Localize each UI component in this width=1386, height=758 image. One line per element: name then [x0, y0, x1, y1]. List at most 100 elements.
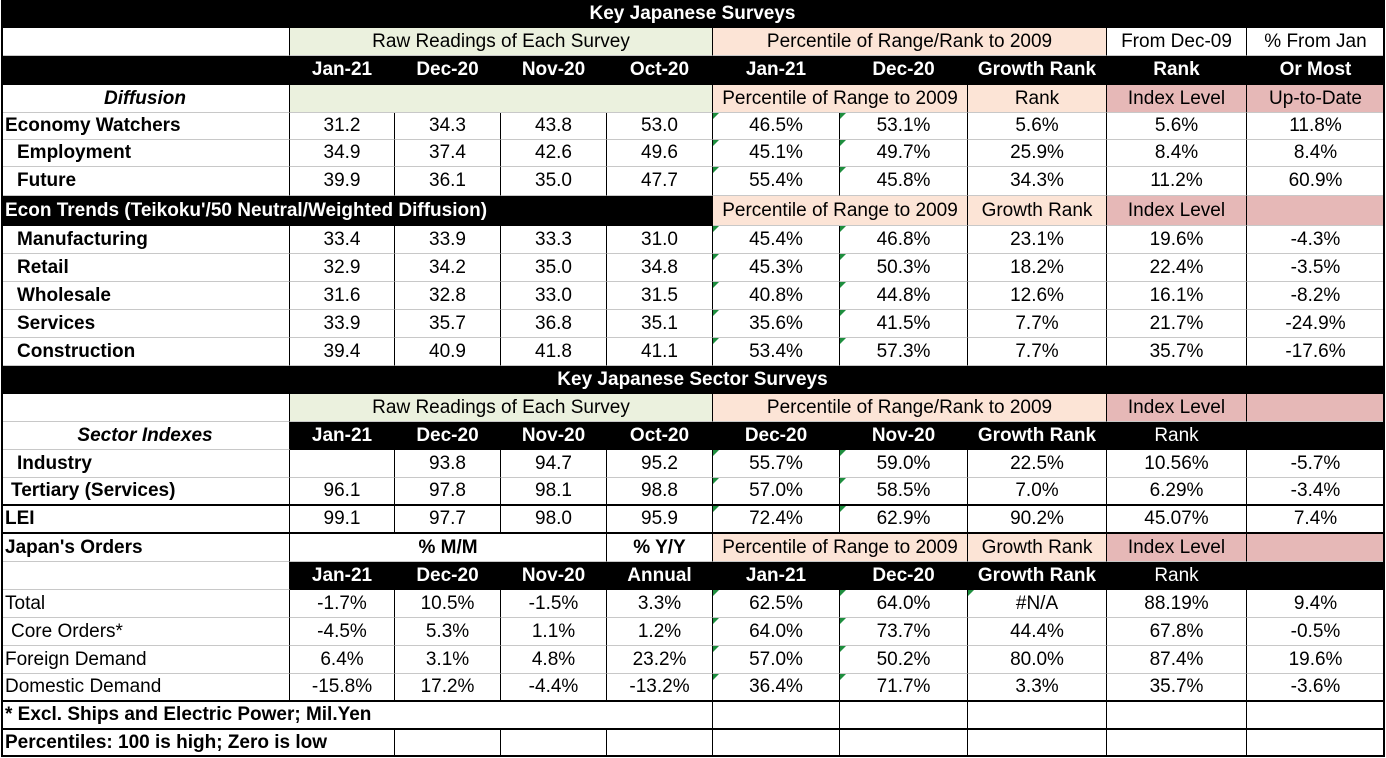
header-growth-rank: Growth Rank — [968, 196, 1107, 226]
cell: -17.6% — [1247, 338, 1385, 366]
table-row: Retail 32.9 34.2 35.0 34.8 45.3% 50.3% 1… — [1, 254, 1385, 282]
col-header-annual: Annual — [607, 562, 713, 590]
cell: 19.6% — [1247, 646, 1385, 674]
header-percentile-range: Percentile of Range to 2009 — [713, 534, 968, 562]
cell-shaded — [1247, 394, 1385, 422]
cell: 39.4 — [290, 338, 395, 366]
cell: 80.0% — [968, 646, 1107, 674]
header-rank: Rank — [968, 85, 1107, 113]
cell-blank — [713, 730, 840, 757]
cell: 6.4% — [290, 646, 395, 674]
cell-blank — [1, 562, 290, 590]
cell: -4.5% — [290, 618, 395, 646]
cell: 31.2 — [290, 113, 395, 140]
cell: 33.9 — [290, 310, 395, 338]
cell: 3.1% — [395, 646, 501, 674]
cell-blank — [713, 702, 840, 730]
cell: 49.6 — [607, 140, 713, 167]
cell-blank — [1, 394, 290, 422]
cell-blank — [501, 730, 607, 757]
col-header: Dec-20 — [713, 422, 840, 450]
cell: 10.56% — [1107, 450, 1247, 478]
header-percentile-range: Percentile of Range to 2009 — [713, 85, 968, 113]
row-label: Core Orders* — [1, 618, 290, 646]
cell: 62.5% — [713, 590, 840, 618]
cell: 47.7 — [607, 167, 713, 196]
col-header-growth-rank: Growth Rank — [968, 56, 1107, 85]
cell: 8.4% — [1247, 140, 1385, 167]
col-header: Jan-21 — [713, 562, 840, 590]
cell: 25.9% — [968, 140, 1107, 167]
cell: 4.8% — [501, 646, 607, 674]
col-header: Jan-21 — [290, 56, 395, 85]
cell: 49.7% — [840, 140, 968, 167]
row-label: Employment — [1, 140, 290, 167]
cell: 94.7 — [501, 450, 607, 478]
header-from-dec09: From Dec-09 — [1107, 28, 1247, 56]
cell-blank — [1247, 730, 1385, 757]
cell-blank — [840, 730, 968, 757]
cell: 34.3 — [395, 113, 501, 140]
table-row: Employment 34.9 37.4 42.6 49.6 45.1% 49.… — [1, 140, 1385, 167]
header-raw-readings: Raw Readings of Each Survey — [290, 394, 713, 422]
cell: 57.0% — [713, 478, 840, 506]
cell: 93.8 — [395, 450, 501, 478]
cell: 41.1 — [607, 338, 713, 366]
cell: 5.6% — [1107, 113, 1247, 140]
cell: 95.2 — [607, 450, 713, 478]
table-row: Manufacturing 33.4 33.9 33.3 31.0 45.4% … — [1, 226, 1385, 254]
col-header: Nov-20 — [840, 422, 968, 450]
cell: 57.0% — [713, 646, 840, 674]
col-header: Dec-20 — [395, 422, 501, 450]
header-percentile-rank: Percentile of Range/Rank to 2009 — [713, 394, 1107, 422]
cell: 7.4% — [1247, 506, 1385, 534]
cell: 55.4% — [713, 167, 840, 196]
cell: 45.3% — [713, 254, 840, 282]
cell: 18.2% — [968, 254, 1107, 282]
cell-blank — [840, 702, 968, 730]
col-header: Jan-21 — [290, 562, 395, 590]
cell-blank — [1247, 702, 1385, 730]
cell: 3.3% — [968, 674, 1107, 702]
cell: 6.29% — [1107, 478, 1247, 506]
col-header: Oct-20 — [607, 422, 713, 450]
table-row: Services 33.9 35.7 36.8 35.1 35.6% 41.5%… — [1, 310, 1385, 338]
cell: 34.8 — [607, 254, 713, 282]
cell: 40.9 — [395, 338, 501, 366]
header-index-level: Index Level — [1107, 196, 1247, 226]
header-index-level: Index Level — [1107, 394, 1247, 422]
cell: 21.7% — [1107, 310, 1247, 338]
table-row: LEI 99.1 97.7 98.0 95.9 72.4% 62.9% 90.2… — [1, 506, 1385, 534]
cell: 8.4% — [1107, 140, 1247, 167]
cell-shaded — [290, 85, 713, 113]
col-header: Dec-20 — [395, 562, 501, 590]
section-label-orders: Japan's Orders — [1, 534, 290, 562]
cell: 35.0 — [501, 167, 607, 196]
cell: 43.8 — [501, 113, 607, 140]
table-row: Foreign Demand 6.4% 3.1% 4.8% 23.2% 57.0… — [1, 646, 1385, 674]
cell: 17.2% — [395, 674, 501, 702]
cell: 41.8 — [501, 338, 607, 366]
section-label-econ-trends: Econ Trends (Teikoku'/50 Neutral/Weighte… — [1, 196, 713, 226]
cell: 7.7% — [968, 310, 1107, 338]
cell: 5.6% — [968, 113, 1107, 140]
cell: 34.2 — [395, 254, 501, 282]
cell: 98.8 — [607, 478, 713, 506]
cell-blank — [1247, 422, 1385, 450]
cell: 73.7% — [840, 618, 968, 646]
table-row: Core Orders* -4.5% 5.3% 1.1% 1.2% 64.0% … — [1, 618, 1385, 646]
cell: 33.0 — [501, 282, 607, 310]
cell: 44.8% — [840, 282, 968, 310]
cell-blank — [395, 730, 501, 757]
cell: 3.3% — [607, 590, 713, 618]
cell: 39.9 — [290, 167, 395, 196]
header-raw-readings: Raw Readings of Each Survey — [290, 28, 713, 56]
cell: 35.1 — [607, 310, 713, 338]
table-row: Construction 39.4 40.9 41.8 41.1 53.4% 5… — [1, 338, 1385, 366]
cell: 97.8 — [395, 478, 501, 506]
cell: 55.7% — [713, 450, 840, 478]
col-header-rank: Rank — [1107, 562, 1247, 590]
col-header: Nov-20 — [501, 56, 607, 85]
cell: 45.07% — [1107, 506, 1247, 534]
col-header: Dec-20 — [395, 56, 501, 85]
